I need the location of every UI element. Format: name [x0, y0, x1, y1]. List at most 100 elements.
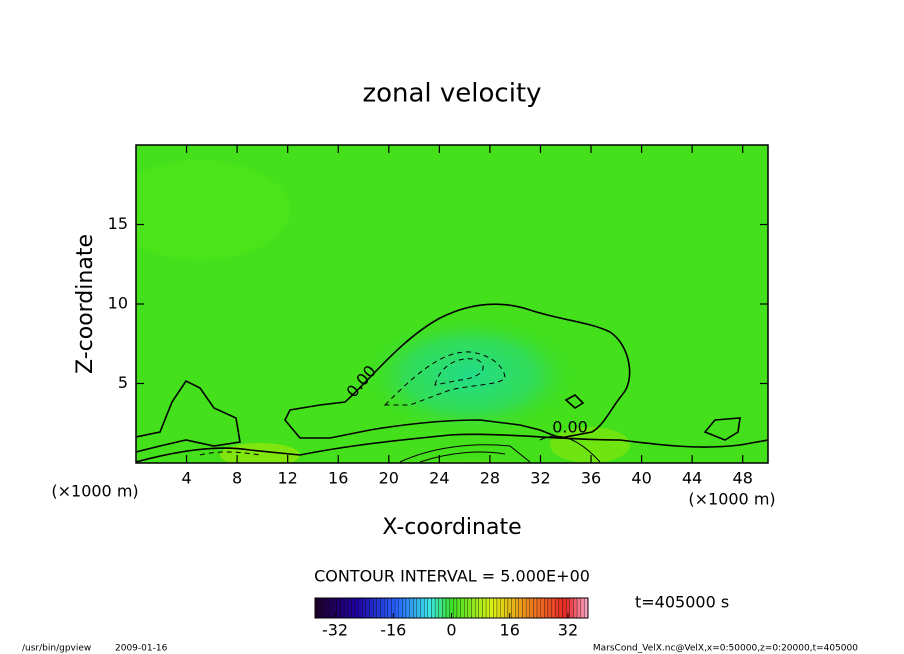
- colorbar-cell: [347, 597, 352, 619]
- field-patch: [136, 160, 290, 260]
- contour-lines-thin: [399, 435, 601, 463]
- x-tick-label: 32: [530, 469, 550, 488]
- colorbar-cell: [536, 597, 541, 619]
- colorbar-cell: [580, 597, 585, 619]
- colorbar-cell: [547, 597, 552, 619]
- colorbar-cell: [398, 597, 403, 619]
- colorbar-cell: [471, 597, 476, 619]
- colorbar-cell: [438, 597, 443, 619]
- colorbar-cell: [318, 597, 323, 619]
- colorbar-cell: [362, 597, 367, 619]
- y-unit: (×1000 m): [51, 482, 138, 501]
- contour: [383, 351, 506, 406]
- colorbar-cell: [511, 597, 516, 619]
- x-tick-label: 36: [581, 469, 601, 488]
- colorbar-cell: [558, 597, 563, 619]
- colorbar-cell: [496, 597, 501, 619]
- contour-interval: CONTOUR INTERVAL = 5.000E+00: [314, 567, 590, 586]
- colorbar-cell: [500, 597, 505, 619]
- colorbar-cell: [551, 597, 556, 619]
- contour-label: 0.00: [552, 418, 588, 437]
- colorbar-cell: [522, 597, 527, 619]
- contour: [419, 451, 506, 463]
- x-tick-label: 48: [733, 469, 753, 488]
- colorbar-cell: [562, 597, 567, 619]
- colorbar-cell: [343, 597, 348, 619]
- colorbar-cell: [416, 597, 421, 619]
- colorbar-tick-label: 16: [500, 621, 520, 640]
- colorbar-cell: [573, 597, 578, 619]
- colorbar-cell: [365, 597, 370, 619]
- colorbar-cell: [467, 597, 472, 619]
- x-tick-label: 28: [480, 469, 500, 488]
- colorbar-cell: [555, 597, 560, 619]
- contour: [539, 435, 601, 463]
- colorbar-cell: [384, 597, 388, 619]
- x-tick-label: 12: [278, 469, 298, 488]
- x-tick-label: 44: [682, 469, 702, 488]
- footer-date: 2009-01-16: [115, 644, 168, 654]
- colorbar-cell: [314, 597, 319, 619]
- colorbar-cell: [434, 597, 439, 619]
- colorbar-cell: [464, 597, 469, 619]
- contour-lines-negative: [199, 351, 506, 456]
- time-label: t=405000 s: [635, 593, 729, 612]
- colorbar-cell: [456, 597, 461, 619]
- x-tick-label: 16: [328, 469, 348, 488]
- colorbar-cell: [322, 597, 327, 619]
- footer-source: MarsCond_VelX.nc@VelX,x=0:50000,z=0:2000…: [593, 644, 858, 654]
- colorbar-cell: [460, 597, 465, 619]
- colorbar-cell: [442, 597, 447, 619]
- colorbar-cell: [336, 597, 341, 619]
- colorbar-cell: [529, 597, 534, 619]
- colorbar-cell: [482, 597, 487, 619]
- colorbar-cell: [409, 597, 414, 619]
- contour: [136, 379, 241, 453]
- contour: [399, 444, 531, 463]
- colorbar-cell: [576, 597, 581, 619]
- x-tick-label: 40: [631, 469, 651, 488]
- colorbar-tick-label: 32: [558, 621, 578, 640]
- y-tick-label: 5: [118, 373, 128, 392]
- colorbar-cell: [394, 597, 399, 619]
- colorbar-cell: [540, 597, 545, 619]
- y-tick-label: 15: [108, 214, 128, 233]
- colorbar-cell: [369, 597, 374, 619]
- colorbar-cell: [420, 597, 425, 619]
- colorbar-tick-label: 0: [446, 621, 456, 640]
- colorbar-cell: [584, 597, 589, 619]
- field: [136, 145, 768, 463]
- colorbar-cell: [431, 597, 436, 619]
- contour: [564, 394, 585, 409]
- footer-program: /usr/bin/gpview: [22, 644, 91, 654]
- colorbar-cell: [427, 597, 432, 619]
- colorbar-cell: [475, 597, 479, 619]
- colorbar-cell: [402, 597, 407, 619]
- colorbar-tick-label: -16: [380, 621, 406, 640]
- colorbar-cell: [376, 597, 381, 619]
- field-patch: [360, 315, 580, 435]
- colorbar-cell: [478, 597, 483, 619]
- contour: [703, 417, 741, 441]
- colorbar-cell: [533, 597, 538, 619]
- x-axis-label: X-coordinate: [382, 515, 521, 540]
- x-tick-label: 24: [429, 469, 449, 488]
- colorbar-cell: [351, 597, 356, 619]
- colorbar-cell: [515, 597, 519, 619]
- contour: [434, 358, 484, 386]
- x-tick-label: 8: [232, 469, 242, 488]
- colorbar-cell: [453, 597, 458, 619]
- colorbar-cell: [504, 597, 509, 619]
- colorbar-cell: [387, 597, 392, 619]
- colorbar-cell: [380, 597, 385, 619]
- colorbar-cell: [525, 597, 530, 619]
- colorbar-cell: [518, 597, 523, 619]
- x-unit: (×1000 m): [688, 490, 775, 509]
- colorbar-cell: [340, 597, 345, 619]
- colorbar-cell: [489, 597, 494, 619]
- contour: [136, 433, 768, 463]
- x-tick-label: 4: [181, 469, 191, 488]
- colorbar-cell: [325, 597, 330, 619]
- colorbar-tick-label: -32: [322, 621, 348, 640]
